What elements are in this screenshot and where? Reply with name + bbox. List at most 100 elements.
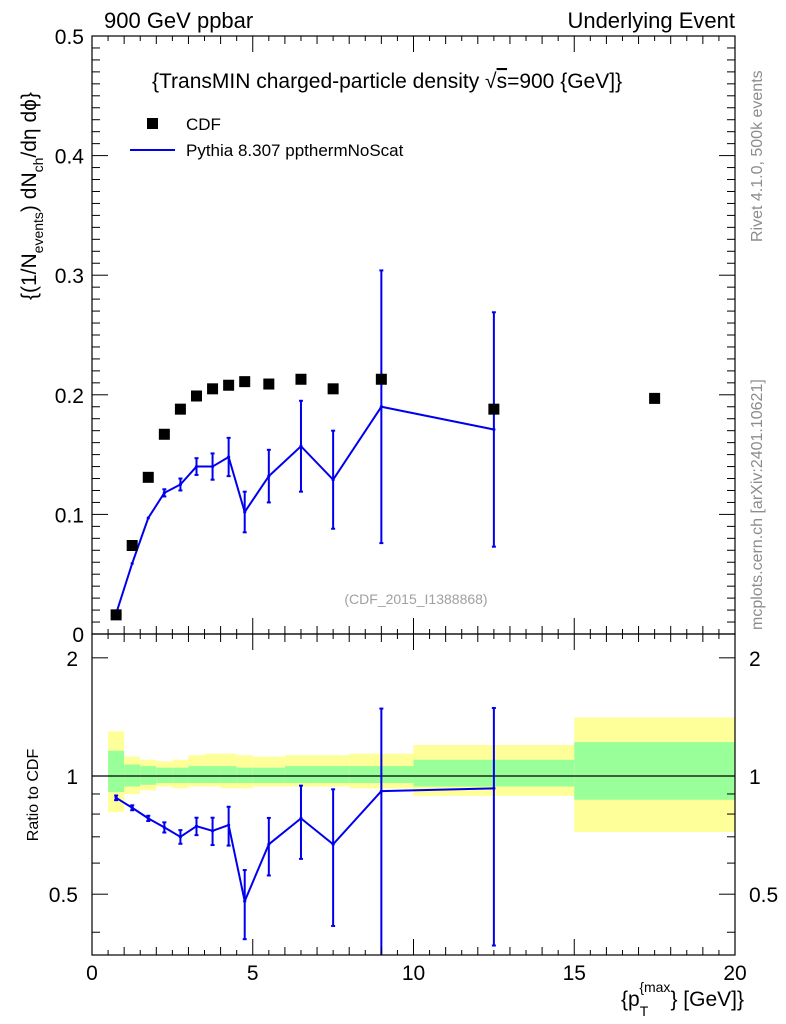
legend-cdf-label: CDF bbox=[186, 115, 221, 134]
cdf-data-point bbox=[174, 403, 186, 415]
cdf-data-point bbox=[190, 390, 202, 402]
ylabel-sub-ch: ch bbox=[30, 158, 46, 173]
ratio-y-tick-label-left: 1 bbox=[66, 766, 78, 789]
legend: CDF Pythia 8.307 ppthermNoScat bbox=[130, 115, 404, 160]
ratio-pythia-point bbox=[331, 842, 335, 846]
xlabel-sup-max: {max bbox=[639, 979, 670, 995]
ratio-band-green bbox=[236, 767, 253, 783]
ratio-y-ticks bbox=[92, 657, 735, 933]
ratio-pythia-point bbox=[299, 816, 303, 820]
main-y-tick-label: 0.3 bbox=[55, 265, 84, 288]
ratio-y-tick-labels: 0.5 0.5 1 1 2 2 bbox=[49, 648, 778, 907]
ratio-pythia-point bbox=[379, 789, 383, 793]
x-tick-labels: 0 5 10 15 20 bbox=[86, 962, 747, 985]
cdf-data-point bbox=[375, 373, 387, 385]
x-tick-label: 10 bbox=[402, 962, 425, 985]
cdf-data-point bbox=[239, 376, 251, 388]
cdf-data-point bbox=[223, 379, 235, 391]
cdf-data-point bbox=[158, 428, 170, 440]
ratio-panel: 0 5 10 15 20 0.5 0.5 1 1 2 2 Ratio to CDF {pT {max… bbox=[25, 633, 778, 1019]
main-y-tick-label: 0.4 bbox=[55, 146, 85, 169]
ratio-x-ticks bbox=[91, 634, 736, 955]
ratio-y-tick-label-right: 1 bbox=[749, 766, 761, 789]
ylabel-part-b: ) dN bbox=[18, 172, 41, 212]
pythia-point bbox=[267, 474, 271, 478]
ratio-band-green bbox=[108, 750, 125, 793]
main-y-tick-label: 0 bbox=[72, 624, 84, 647]
x-axis-label: {pT {max} [GeV]} bbox=[621, 979, 744, 1019]
ratio-y-tick-label-left: 0.5 bbox=[49, 884, 78, 907]
pythia-point bbox=[162, 491, 166, 495]
cdf-data-point bbox=[110, 609, 122, 621]
ratio-band-green bbox=[252, 767, 285, 783]
ratio-pythia-point bbox=[178, 835, 183, 839]
ratio-y-tick-label-right: 0.5 bbox=[749, 884, 778, 907]
ratio-band-green bbox=[317, 766, 350, 783]
title-sqrt-sign: √ bbox=[485, 70, 497, 93]
cdf-data-point bbox=[327, 383, 339, 395]
ratio-band-green bbox=[220, 766, 237, 783]
cdf-data-point bbox=[295, 373, 307, 385]
rivet-version-label: Rivet 4.1.0, 500k events bbox=[749, 70, 766, 242]
analysis-annotation: (CDF_2015_I1388868) bbox=[344, 591, 487, 607]
main-y-axis-label: {(1/Nevents) dNch/dη dϕ} bbox=[18, 92, 46, 300]
pythia-point bbox=[227, 455, 231, 459]
pythia-line bbox=[115, 405, 495, 614]
legend-cdf-marker bbox=[147, 118, 158, 129]
pythia-point bbox=[146, 516, 150, 520]
ratio-band-green bbox=[204, 766, 221, 783]
ylabel-part-a: {(1/N bbox=[18, 253, 41, 300]
main-y-tick-label: 0.5 bbox=[55, 26, 84, 49]
ratio-band-green bbox=[172, 767, 189, 783]
legend-pythia-label: Pythia 8.307 ppthermNoScat bbox=[186, 141, 404, 160]
main-y-tick-labels: 0 0.1 0.2 0.3 0.4 0.5 bbox=[55, 26, 85, 647]
x-tick-label: 5 bbox=[247, 962, 259, 985]
pythia-point bbox=[178, 482, 183, 487]
title-s-symbol: s bbox=[497, 70, 508, 93]
cdf-data-point bbox=[649, 392, 661, 404]
ratio-pythia-point bbox=[114, 796, 118, 800]
main-panel: 0 0.1 0.2 0.3 0.4 0.5 {TransMIN charged-parti… bbox=[18, 26, 736, 647]
ratio-series-group bbox=[114, 707, 496, 955]
header-right-label: Underlying Event bbox=[567, 8, 735, 33]
title-text-before: {TransMIN charged-particle density bbox=[152, 70, 485, 93]
ratio-band-green bbox=[156, 767, 173, 783]
x-tick-label: 15 bbox=[563, 962, 586, 985]
ratio-pythia-point bbox=[243, 899, 247, 903]
ratio-pythia-point bbox=[267, 842, 271, 846]
pythia-point bbox=[331, 478, 335, 482]
xlabel-part-a: {p bbox=[621, 988, 640, 1011]
ratio-pythia-line bbox=[115, 787, 494, 905]
ratio-pythia-point bbox=[210, 829, 215, 833]
xlabel-part-b: } [GeV]} bbox=[670, 988, 744, 1011]
mcplots-source-label: mcplots.cern.ch [arXiv:2401.10621] bbox=[749, 379, 766, 630]
main-series-group bbox=[110, 269, 661, 621]
ratio-pythia-point bbox=[194, 824, 199, 828]
x-tick-label: 0 bbox=[86, 962, 98, 985]
ylabel-sub-events: events bbox=[30, 212, 46, 253]
xlabel-sub-t: T bbox=[640, 1003, 649, 1019]
ratio-pythia-point bbox=[146, 816, 150, 820]
cdf-data-point bbox=[142, 471, 154, 483]
pythia-point bbox=[210, 464, 215, 469]
cdf-data-point bbox=[207, 383, 219, 395]
chart-title: {TransMIN charged-particle density √s=90… bbox=[152, 70, 622, 93]
pythia-point bbox=[243, 510, 247, 514]
cdf-data-point bbox=[126, 539, 138, 551]
pythia-point bbox=[194, 464, 199, 469]
pythia-point bbox=[492, 427, 496, 432]
ratio-y-tick-label-left: 2 bbox=[66, 648, 78, 671]
main-x-ticks bbox=[91, 36, 736, 634]
ratio-band-green bbox=[188, 766, 205, 783]
header-left-label: 900 GeV ppbar bbox=[104, 8, 253, 33]
ratio-band-green bbox=[574, 742, 735, 800]
cdf-data-point bbox=[488, 403, 500, 415]
ratio-pythia-point bbox=[130, 806, 134, 810]
ratio-band-green bbox=[284, 766, 318, 783]
ratio-pythia-point bbox=[162, 825, 166, 829]
pythia-point bbox=[299, 444, 303, 448]
x-tick-label: 20 bbox=[723, 962, 746, 985]
title-text-after: =900 {GeV]} bbox=[507, 70, 622, 93]
main-y-tick-label: 0.2 bbox=[55, 385, 84, 408]
